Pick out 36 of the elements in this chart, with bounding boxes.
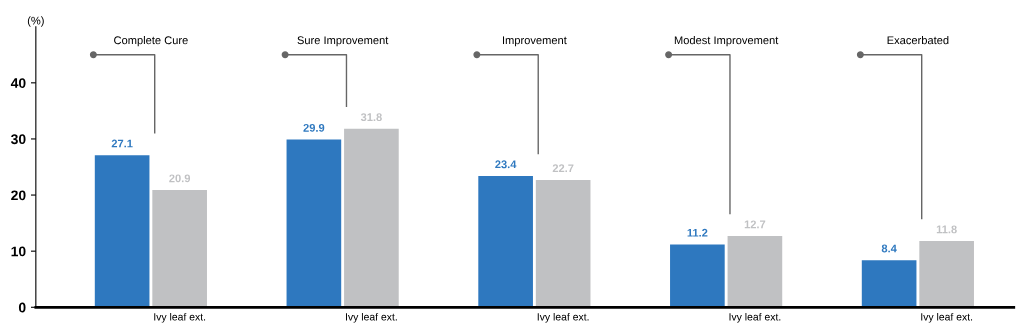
- data-label: 29.9: [303, 123, 325, 132]
- bar: [478, 175, 533, 308]
- text: Ivy leaf ext.: [921, 312, 973, 323]
- x-tick-label: Modest Improvement: [674, 36, 779, 47]
- data-label: 27.1: [111, 139, 133, 148]
- x-tick-label: Sure Improvement: [297, 36, 389, 47]
- text: Ivy leaf ext.: [729, 312, 781, 323]
- data-label: 31.8: [360, 113, 382, 122]
- y-tick-label: 40: [10, 78, 26, 88]
- bar: [94, 155, 150, 308]
- bar: [535, 179, 591, 308]
- bar: [919, 241, 974, 308]
- y-tick-label: 10: [11, 246, 26, 257]
- y-axis-title: (%): [27, 16, 44, 27]
- data-label: 11.2: [687, 228, 708, 237]
- x-tick-label: Exacerbated: [887, 36, 949, 45]
- bar: [152, 190, 207, 308]
- data-label: 22.7: [552, 164, 574, 173]
- text: Ivy leaf ext.: [537, 312, 589, 323]
- bar: [670, 244, 725, 308]
- data-label: 8.4: [881, 244, 897, 253]
- data-label: 11.8: [936, 225, 957, 234]
- y-tick-label: 30: [10, 134, 26, 145]
- x-tick-label: Improvement: [503, 36, 567, 47]
- bar: [344, 128, 399, 308]
- bar: [861, 260, 917, 308]
- text: Ivy leaf ext.: [346, 312, 397, 323]
- series-label: Ivy leaf ext.: [154, 312, 206, 323]
- data-label: 20.9: [169, 174, 191, 183]
- x-tick-label: Complete Cure: [114, 36, 188, 47]
- bar: [727, 236, 783, 308]
- data-label: 12.7: [744, 220, 766, 229]
- y-tick-label: 20: [11, 190, 26, 201]
- bar: [286, 139, 342, 308]
- y-tick-label: 0: [18, 302, 26, 313]
- data-label: 23.4: [495, 160, 517, 169]
